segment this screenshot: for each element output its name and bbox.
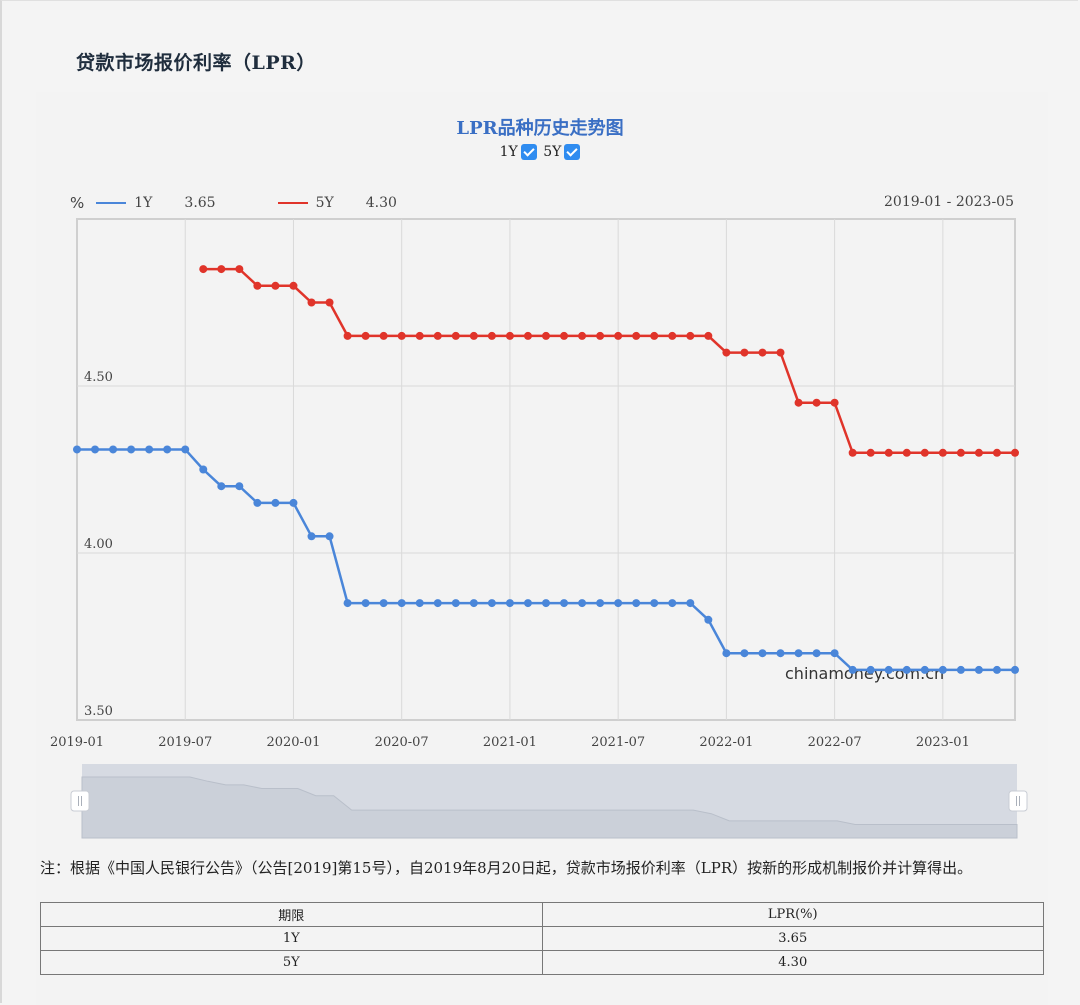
svg-text:2022-07: 2022-07 [808,735,862,750]
table-header: 期限 [40,902,543,927]
legend-name: 5Y [315,195,334,211]
data-zoom-slider[interactable] [70,764,1028,839]
table-row: 5Y 4.30 [40,950,1044,975]
table-cell: 1Y [40,926,543,951]
legend-item-5y[interactable]: 5Y [277,195,334,211]
svg-text:2019-07: 2019-07 [158,735,212,750]
svg-text:2019-01: 2019-01 [50,735,104,750]
svg-text:2021-01: 2021-01 [483,735,537,750]
legend-item-1y[interactable]: 1Y [96,195,152,211]
lpr-table: 期限 LPR(%) 1Y 3.65 5Y 4.30 [40,902,1044,975]
chart-grid [76,218,1016,721]
toggle-1y-label: 1Y [499,144,518,160]
y-axis-labels: 3.50 4.00 4.50 [84,370,113,719]
svg-text:4.00: 4.00 [84,537,113,552]
chart-series [73,265,1019,674]
date-range: 2019-01 - 2023-05 [884,194,1014,210]
table-cell: 3.65 [541,926,1044,951]
svg-text:2022-01: 2022-01 [699,735,753,750]
toggle-1y[interactable]: 1Y [500,144,537,160]
checkbox-checked-icon[interactable] [564,144,581,160]
table-cell: 4.30 [541,950,1044,975]
svg-text:2021-07: 2021-07 [591,735,645,750]
line-chart[interactable]: 3.50 4.00 4.50 2019-01 2019-07 2020-01 2020-0… [0,0,1080,850]
chart-legend: % 1Y 3.65 5Y 4.30 [70,194,459,212]
legend-name: 1Y [134,195,153,211]
table-row: 1Y 3.65 [40,926,1044,951]
svg-text:4.50: 4.50 [84,370,113,385]
chart-title: LPR品种历史走势图 [456,118,624,139]
watermark: chinamoney.com.cn [785,664,944,683]
y-axis-unit: % [70,194,85,212]
svg-text:2020-01: 2020-01 [266,735,320,750]
x-axis-labels: 2019-01 2019-07 2020-01 2020-07 2021-01 2021-… [50,735,970,750]
table-header: LPR(%) [541,902,1044,927]
legend-value: 3.65 [184,195,216,211]
svg-text:2020-07: 2020-07 [375,735,429,750]
line-swatch-icon [96,202,127,204]
toggle-5y-label: 5Y [543,144,562,160]
svg-text:3.50: 3.50 [84,704,113,719]
slider-handle[interactable] [1008,790,1028,812]
footnote: 注：根据《中国人民银行公告》（公告[2019]第15号），自2019年8月20日… [40,859,973,877]
checkbox-checked-icon[interactable] [520,144,537,160]
series-toggles: 1Y 5Y [0,144,1080,160]
legend-value: 4.30 [365,195,397,211]
chart-panel [36,92,1048,1005]
line-swatch-icon [277,202,308,204]
table-header-row: 期限 LPR(%) [40,902,1044,927]
slider-handle[interactable] [70,790,90,812]
table-cell: 5Y [40,950,543,975]
toggle-5y[interactable]: 5Y [543,144,581,160]
svg-text:2023-01: 2023-01 [916,735,970,750]
page-title: 贷款市场报价利率（LPR） [76,52,316,74]
